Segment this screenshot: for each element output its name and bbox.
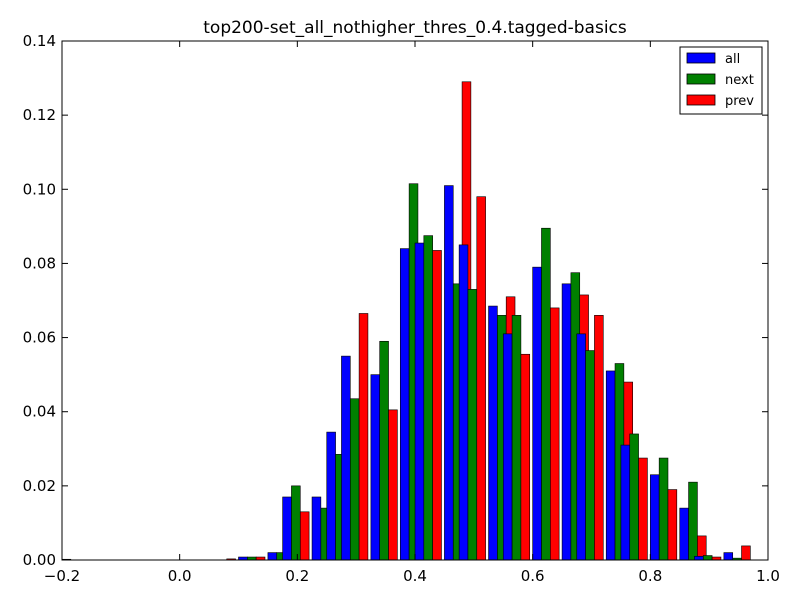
x-axis: −0.2 0.0 0.2 0.4 0.6 0.8 1.0 — [44, 41, 780, 585]
bar-all — [282, 496, 292, 561]
bar-next — [291, 485, 301, 561]
x-tick-label: 0.0 — [168, 567, 192, 585]
bar-all — [370, 374, 381, 561]
bar-prev — [667, 489, 678, 561]
bar-prev — [358, 313, 369, 561]
bar-next — [423, 235, 433, 561]
y-tick-label: 0.14 — [23, 32, 56, 50]
x-tick-label: 0.6 — [521, 567, 545, 585]
bar-prev — [638, 457, 648, 561]
bar-all — [326, 431, 336, 561]
x-tick-label: 0.4 — [403, 567, 427, 585]
bar-prev — [476, 196, 486, 561]
bar-all — [576, 333, 586, 561]
bar-all — [311, 496, 322, 561]
x-tick-label: −0.2 — [44, 567, 80, 585]
chart-title: top200-set_all_nothigher_thres_0.4.tagge… — [203, 18, 627, 38]
bar-prev — [594, 315, 604, 561]
y-tick-label: 0.00 — [23, 551, 56, 569]
bar-next — [585, 350, 595, 561]
bar-all — [488, 305, 498, 561]
bar-prev — [520, 353, 531, 561]
bar-all — [694, 555, 704, 561]
bar-all — [414, 242, 425, 561]
bar-next — [688, 481, 698, 561]
bar-all — [502, 333, 513, 561]
legend-swatch-all — [686, 52, 716, 64]
bar-next — [467, 289, 478, 561]
legend-swatch-prev — [686, 94, 716, 106]
bar-all — [650, 474, 660, 561]
y-tick-label: 0.02 — [23, 477, 56, 495]
y-tick-label: 0.10 — [23, 180, 56, 198]
bar-prev — [299, 511, 310, 561]
bar-prev — [741, 545, 751, 561]
x-tick-label: 0.2 — [285, 567, 309, 585]
x-tick-label: 1.0 — [756, 567, 780, 585]
y-tick-label: 0.06 — [23, 329, 56, 347]
bar-prev — [550, 307, 560, 561]
bar-all — [444, 185, 454, 561]
bar-prev — [432, 250, 442, 561]
bar-all — [532, 266, 542, 561]
y-axis: 0.00 0.02 0.04 0.06 0.08 0.10 0.12 0.14 — [23, 32, 768, 569]
x-tick-label: 0.8 — [638, 567, 662, 585]
bars — [61, 81, 751, 561]
y-tick-label: 0.04 — [23, 403, 56, 421]
legend: all next prev — [679, 46, 763, 115]
bar-all — [561, 283, 572, 561]
bar-all — [679, 507, 689, 561]
bar-next — [349, 398, 360, 561]
bar-all — [341, 355, 351, 561]
bar-next — [658, 457, 669, 561]
legend-swatch-next — [686, 73, 716, 85]
bar-next — [511, 315, 522, 561]
bar-prev — [388, 409, 398, 561]
bar-all — [458, 244, 469, 561]
bar-next — [702, 555, 713, 561]
bar-all — [723, 552, 734, 561]
y-tick-label: 0.12 — [23, 106, 56, 124]
bar-all — [267, 552, 278, 561]
bar-all — [399, 248, 410, 561]
y-tick-label: 0.08 — [23, 254, 56, 272]
bar-next — [541, 227, 551, 561]
bar-next — [379, 340, 389, 561]
bar-all — [605, 370, 616, 561]
legend-label-next: next — [725, 73, 754, 88]
legend-label-prev: prev — [725, 94, 754, 109]
legend-label-all: all — [725, 52, 740, 67]
bar-next — [629, 433, 639, 561]
bar-all — [620, 444, 631, 561]
